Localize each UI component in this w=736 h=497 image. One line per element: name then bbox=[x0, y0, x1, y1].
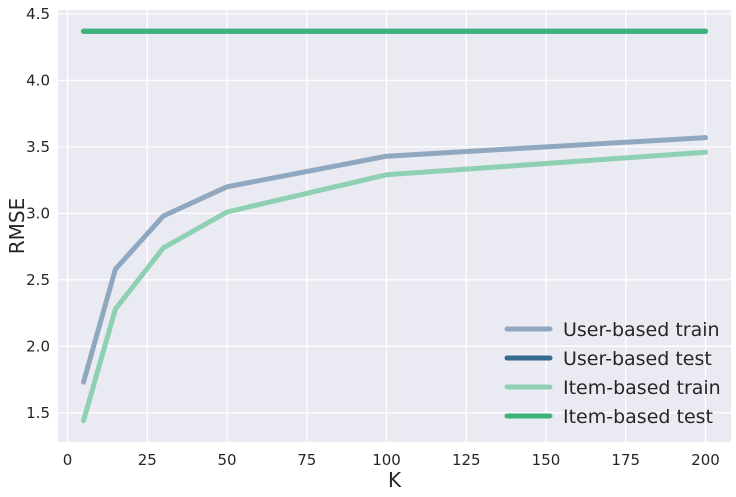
x-tick-label: 125 bbox=[452, 451, 481, 469]
series-line-user-based-train bbox=[81, 135, 708, 385]
y-tick-label: 3.0 bbox=[26, 204, 50, 222]
legend-label: User-based train bbox=[563, 319, 720, 341]
series-line-item-based-train bbox=[81, 149, 708, 424]
y-axis-label: RMSE bbox=[5, 198, 29, 254]
x-tick-label: 0 bbox=[63, 451, 73, 469]
series-lines bbox=[81, 28, 708, 424]
x-tick-label: 150 bbox=[532, 451, 561, 469]
y-tick-label: 2.5 bbox=[26, 271, 50, 289]
y-tick-label: 4.5 bbox=[26, 5, 50, 23]
x-tick-label: 100 bbox=[372, 451, 401, 469]
y-tick-label: 4.0 bbox=[26, 71, 50, 89]
y-tick-label: 3.5 bbox=[26, 138, 50, 156]
y-tick-label: 2.0 bbox=[26, 337, 50, 355]
legend-label: Item-based test bbox=[563, 406, 713, 428]
legend-label: Item-based train bbox=[563, 377, 721, 399]
y-tick-labels: 1.5 2.0 2.5 3.0 3.5 4.0 4.5 bbox=[26, 5, 50, 422]
x-gridlines bbox=[66, 10, 707, 442]
x-tick-label: 25 bbox=[138, 451, 157, 469]
x-tick-label: 200 bbox=[691, 451, 720, 469]
legend: User-based train User-based test Item-base… bbox=[504, 319, 721, 428]
plot-area bbox=[58, 10, 731, 442]
y-gridlines bbox=[58, 13, 731, 414]
y-tick-label: 1.5 bbox=[26, 404, 50, 422]
x-tick-label: 75 bbox=[297, 451, 316, 469]
x-tick-labels: 0 25 50 75 100 125 150 175 200 bbox=[63, 451, 720, 469]
x-axis-label: K bbox=[388, 468, 402, 492]
x-tick-label: 50 bbox=[218, 451, 237, 469]
x-tick-label: 175 bbox=[611, 451, 640, 469]
legend-label: User-based test bbox=[563, 348, 712, 370]
